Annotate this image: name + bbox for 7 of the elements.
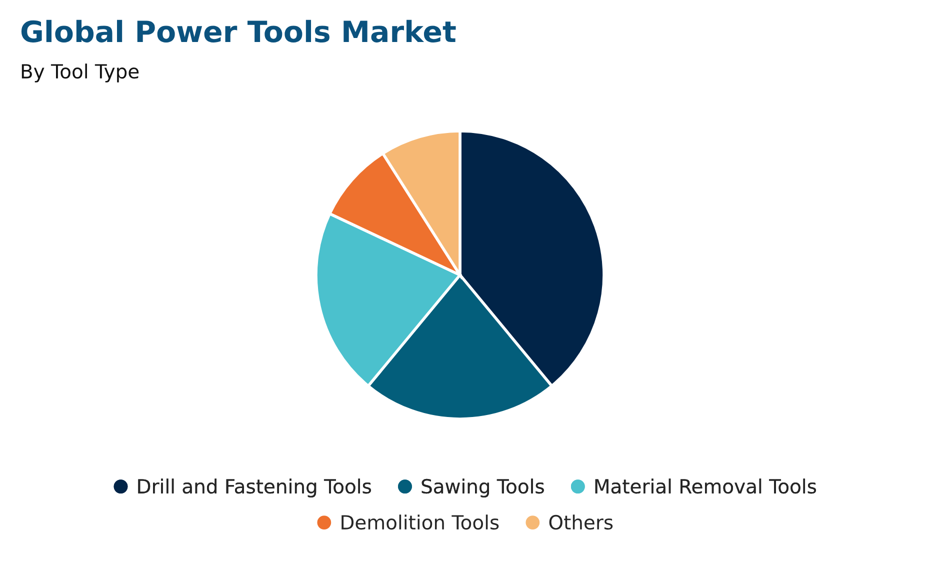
legend-label: Sawing Tools: [422, 478, 544, 498]
chart-subtitle: By Tool Type: [22, 64, 139, 82]
legend-label: Drill and Fastening Tools: [138, 478, 371, 498]
chart-title: Global Power Tools Market: [21, 20, 456, 42]
legend-label: Others: [549, 514, 613, 530]
legend-label: Demolition Tools: [342, 514, 499, 530]
legend-label: Material Removal Tools: [595, 478, 816, 494]
